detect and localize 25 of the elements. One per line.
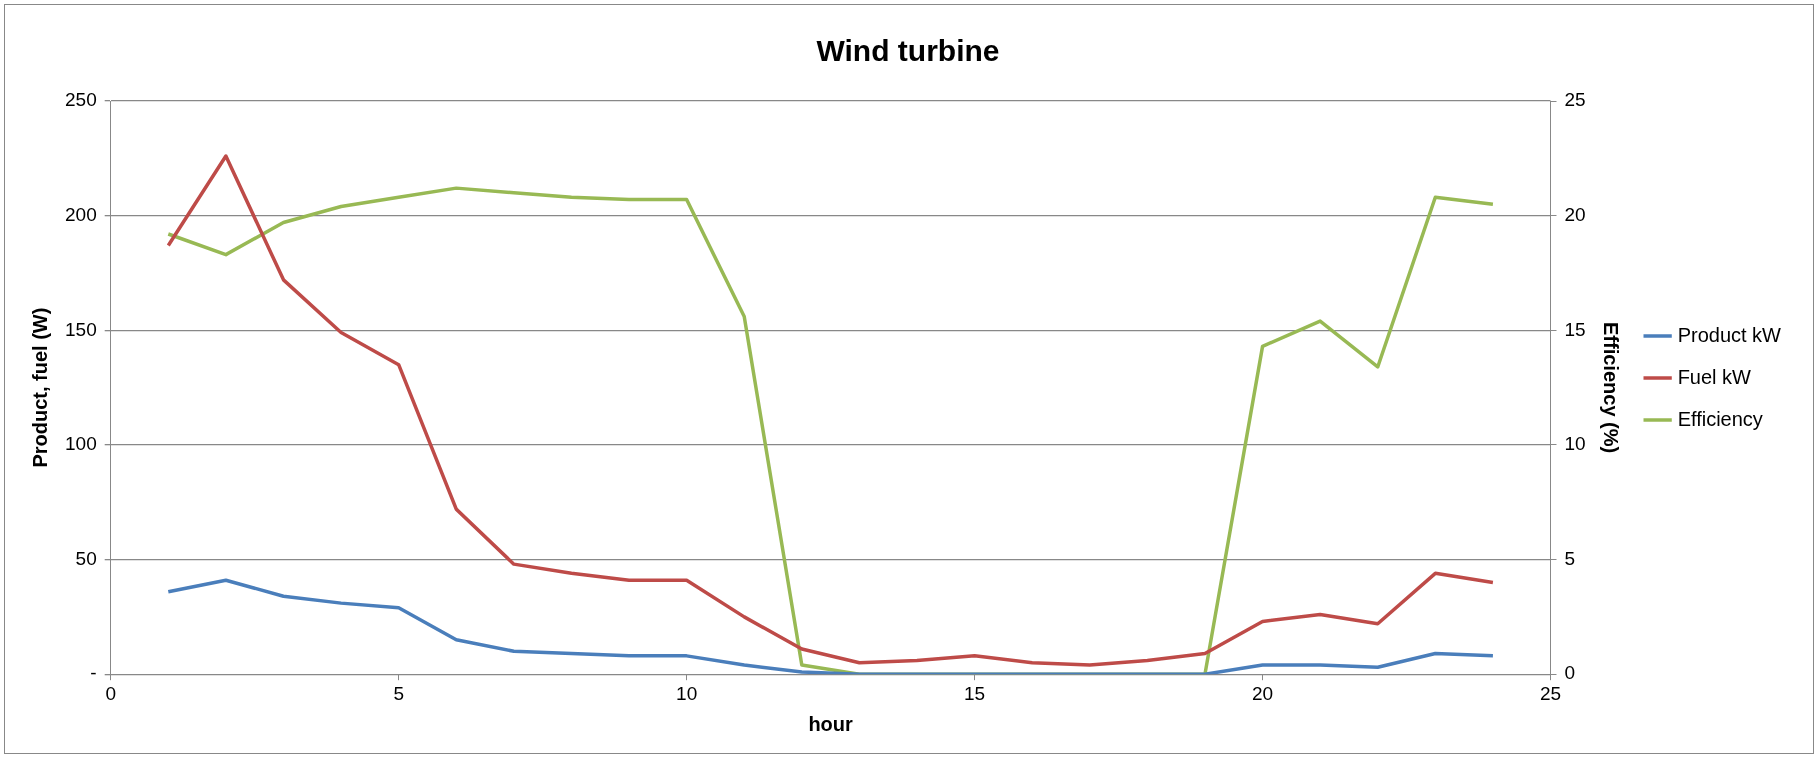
y2-tick-label: 0 (1564, 662, 1576, 684)
y-tick-label: 250 (65, 89, 97, 111)
legend-label: Product kW (1677, 323, 1782, 346)
y-tick-label: - (90, 662, 97, 684)
y-tick-label: 200 (65, 203, 97, 225)
x-tick-label: 10 (676, 682, 698, 704)
y2-tick-label: 15 (1564, 318, 1586, 340)
legend-label: Fuel kW (1677, 365, 1752, 388)
x-axis-title: hour (808, 712, 854, 735)
y-tick-label: 150 (65, 318, 97, 340)
y-axis-title: Product, fuel (W) (28, 307, 51, 468)
y-tick-label: 100 (65, 433, 97, 455)
x-tick-label: 0 (105, 682, 116, 704)
y2-tick-label: 20 (1564, 203, 1586, 225)
x-tick-label: 15 (964, 682, 986, 704)
x-tick-label: 25 (1539, 682, 1562, 704)
y2-tick-label: 10 (1564, 433, 1586, 455)
chart-title: Wind turbine (816, 34, 1000, 68)
x-tick-label: 20 (1251, 682, 1274, 704)
y2-tick-label: 5 (1564, 547, 1576, 569)
legend-label: Efficiency (1677, 407, 1763, 430)
y-tick-label: 50 (75, 547, 97, 569)
y2-axis-title: Efficiency (%) (1600, 322, 1623, 454)
x-tick-label: 5 (393, 682, 404, 704)
y2-tick-label: 25 (1564, 89, 1586, 111)
